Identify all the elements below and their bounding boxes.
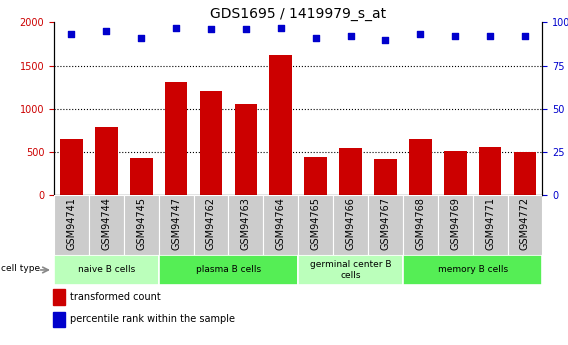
Title: GDS1695 / 1419979_s_at: GDS1695 / 1419979_s_at [210, 7, 386, 21]
Bar [438, 195, 473, 255]
Bar [368, 195, 403, 255]
Text: GSM94771: GSM94771 [485, 197, 495, 250]
Point [450, 33, 460, 39]
Bar [508, 195, 542, 255]
Point [137, 35, 146, 41]
Bar [374, 159, 397, 195]
Bar [60, 139, 83, 195]
Text: GSM94765: GSM94765 [311, 197, 321, 250]
Point [276, 25, 285, 30]
Bar [403, 255, 542, 285]
Bar [165, 82, 187, 195]
Text: germinal center B
cells: germinal center B cells [310, 260, 391, 280]
Bar [130, 158, 153, 195]
Point [241, 27, 250, 32]
Bar [513, 152, 536, 195]
Bar [228, 195, 264, 255]
Bar [264, 195, 298, 255]
Bar [54, 255, 158, 285]
Text: percentile rank within the sample: percentile rank within the sample [70, 314, 235, 324]
Point [346, 33, 355, 39]
Bar [409, 139, 432, 195]
Point [67, 32, 76, 37]
Point [416, 32, 425, 37]
Text: GSM94741: GSM94741 [66, 197, 77, 250]
Bar [194, 195, 228, 255]
Bar [479, 147, 502, 195]
Point [486, 33, 495, 39]
Text: cell type: cell type [1, 264, 40, 273]
Bar [339, 148, 362, 195]
Bar [235, 104, 257, 195]
Text: GSM94764: GSM94764 [275, 197, 286, 250]
Bar [53, 312, 65, 327]
Text: plasma B cells: plasma B cells [196, 265, 261, 275]
Bar [298, 195, 333, 255]
Text: GSM94762: GSM94762 [206, 197, 216, 250]
Bar [89, 195, 124, 255]
Bar [158, 195, 194, 255]
Bar [403, 195, 438, 255]
Text: GSM94763: GSM94763 [241, 197, 251, 250]
Text: GSM94769: GSM94769 [450, 197, 460, 250]
Bar [298, 255, 403, 285]
Bar [54, 195, 89, 255]
Bar [444, 151, 466, 195]
Text: GSM94747: GSM94747 [171, 197, 181, 250]
Text: transformed count: transformed count [70, 292, 161, 302]
Bar [304, 157, 327, 195]
Bar [473, 195, 508, 255]
Text: naive B cells: naive B cells [78, 265, 135, 275]
Point [102, 28, 111, 34]
Bar [269, 55, 292, 195]
Text: GSM94772: GSM94772 [520, 197, 530, 250]
Bar [158, 255, 298, 285]
Bar [124, 195, 158, 255]
Bar [95, 127, 118, 195]
Bar [333, 195, 368, 255]
Point [206, 27, 215, 32]
Text: GSM94745: GSM94745 [136, 197, 146, 250]
Text: GSM94767: GSM94767 [381, 197, 390, 250]
Text: GSM94744: GSM94744 [101, 197, 111, 250]
Point [520, 33, 529, 39]
Point [172, 25, 181, 30]
Point [381, 37, 390, 42]
Bar [199, 91, 222, 195]
Text: memory B cells: memory B cells [437, 265, 508, 275]
Bar [53, 289, 65, 305]
Point [311, 35, 320, 41]
Text: GSM94766: GSM94766 [345, 197, 356, 250]
Text: GSM94768: GSM94768 [415, 197, 425, 250]
